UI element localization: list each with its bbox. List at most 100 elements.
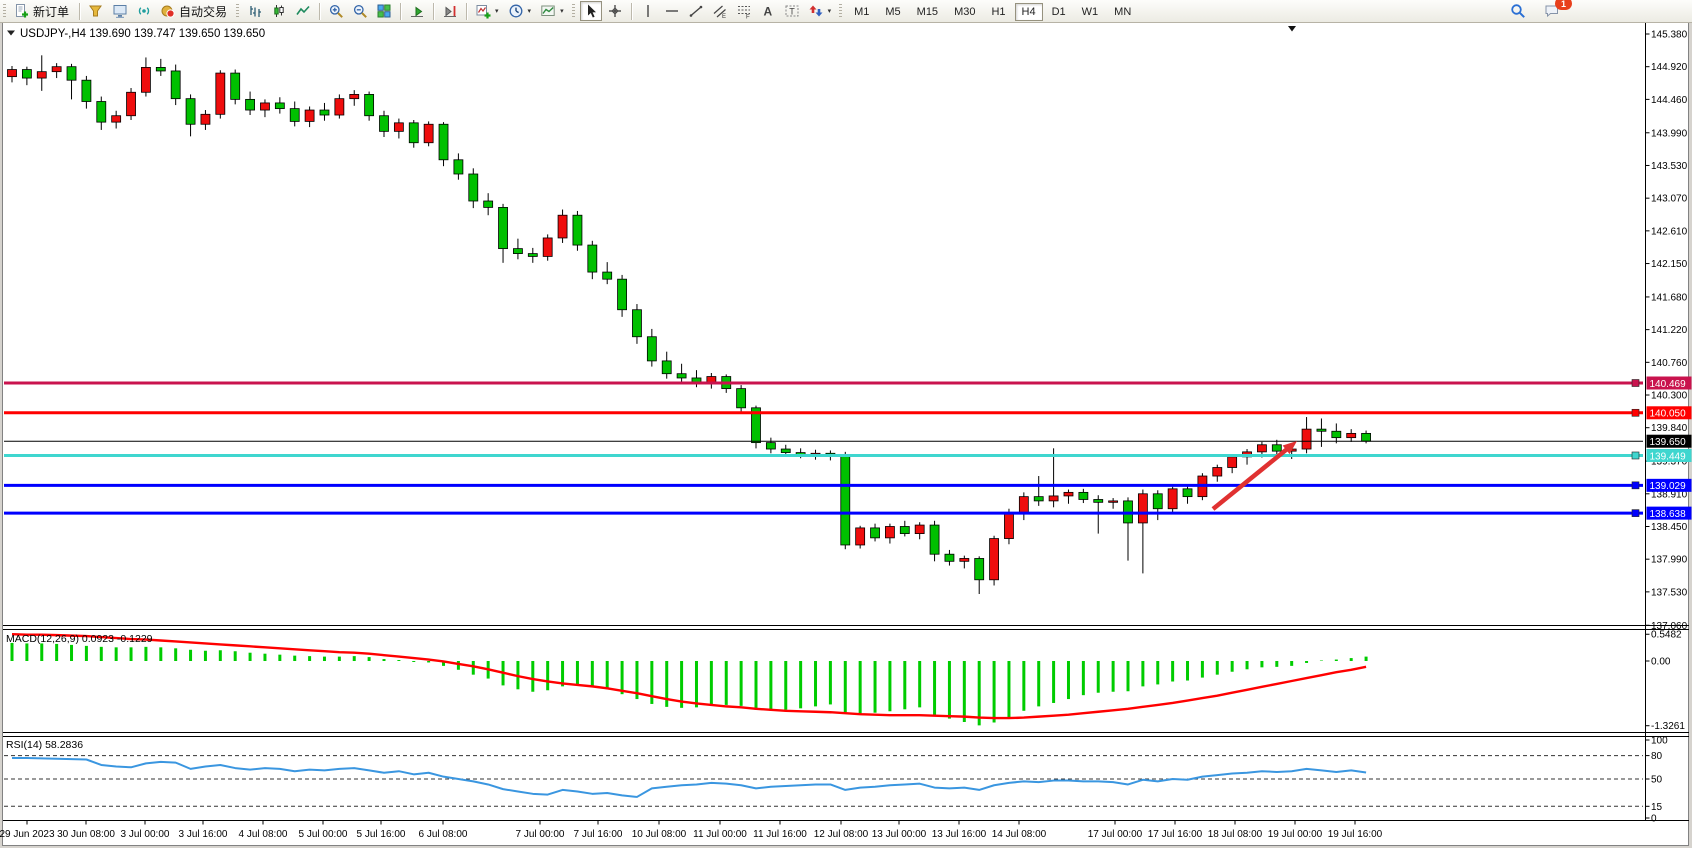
tab-timeframe-h1[interactable]: H1 — [984, 3, 1012, 21]
horizontal-line-tool-button[interactable] — [661, 1, 683, 21]
chevron-down-icon: ▾ — [495, 8, 499, 15]
signals-button[interactable] — [133, 1, 155, 21]
candle-body — [1257, 444, 1267, 453]
svg-text:137.060: 137.060 — [1651, 621, 1688, 632]
candle-body — [36, 71, 47, 79]
new-order-label: 新订单 — [33, 4, 70, 19]
toolbar-grip[interactable] — [236, 3, 240, 19]
candle-body — [141, 67, 151, 93]
svg-text:E: E — [722, 14, 726, 19]
svg-text:0.5482: 0.5482 — [1651, 630, 1682, 641]
candle-body — [468, 173, 479, 202]
text-tool-button[interactable]: A — [757, 1, 779, 21]
svg-text:6 Jul 08:00: 6 Jul 08:00 — [419, 829, 468, 840]
candle-body — [1093, 499, 1104, 503]
candle-body — [1316, 428, 1327, 432]
market-watch-button[interactable] — [109, 1, 131, 21]
templates-button[interactable]: ▾ — [537, 1, 568, 21]
tab-timeframe-m30[interactable]: M30 — [947, 3, 982, 21]
auto-scroll-icon — [409, 3, 425, 19]
svg-text:5 Jul 00:00: 5 Jul 00:00 — [299, 829, 348, 840]
chart-profile-button[interactable] — [85, 1, 107, 21]
line-chart-button[interactable] — [292, 1, 314, 21]
arrows-tool-button[interactable]: ▾ — [805, 1, 836, 21]
chart-shift-marker[interactable] — [1288, 26, 1296, 32]
candle-body — [349, 94, 360, 100]
candle-body — [483, 200, 494, 208]
cursor-tool-button[interactable] — [579, 1, 602, 21]
crosshair-tool-button[interactable] — [604, 1, 626, 21]
candle-body — [1271, 444, 1282, 452]
candle-body — [1063, 491, 1074, 497]
trendline-tool-button[interactable] — [685, 1, 707, 21]
svg-text:A: A — [763, 5, 772, 19]
chart-shift-button[interactable] — [439, 1, 461, 21]
candle-body — [498, 207, 508, 250]
candle-body — [736, 388, 747, 409]
svg-text:12 Jul 08:00: 12 Jul 08:00 — [814, 829, 869, 840]
horizontal-line-icon — [664, 3, 680, 19]
tile-windows-button[interactable] — [373, 1, 395, 21]
candle-body — [1346, 432, 1357, 439]
svg-text:100: 100 — [1651, 736, 1668, 747]
candle-body — [1182, 488, 1193, 498]
indicator-axes: 0.5482 0.00 -1.3261 100 80 50 150 — [1645, 630, 1685, 825]
toolbar-separator — [630, 2, 632, 20]
tab-timeframe-mn[interactable]: MN — [1107, 3, 1138, 21]
svg-text:19 Jul 00:00: 19 Jul 00:00 — [1268, 829, 1323, 840]
chart-title-text: USDJPY-,H4 139.690 139.747 139.650 139.6… — [20, 28, 265, 40]
text-label-tool-button[interactable]: T — [781, 1, 803, 21]
svg-text:142.610: 142.610 — [1651, 226, 1688, 237]
tab-timeframe-m15[interactable]: M15 — [910, 3, 945, 21]
vertical-line-tool-button[interactable] — [637, 1, 659, 21]
chart-window[interactable]: 145.380 144.920 144.460 143.990 143.530 143.0… — [0, 22, 1692, 848]
svg-text:11 Jul 16:00: 11 Jul 16:00 — [753, 829, 807, 840]
zoom-in-button[interactable] — [325, 1, 347, 21]
svg-text:138.450: 138.450 — [1651, 522, 1688, 533]
periods-button[interactable]: ▾ — [505, 1, 536, 21]
tab-timeframe-w1[interactable]: W1 — [1075, 3, 1106, 21]
candle-body — [632, 309, 642, 338]
bar-chart-button[interactable] — [244, 1, 266, 21]
svg-text:T: T — [789, 7, 795, 17]
svg-text:F: F — [746, 15, 750, 20]
candle-body — [602, 271, 613, 280]
toolbar-separator — [79, 2, 81, 20]
new-order-button[interactable]: 新订单 — [11, 1, 74, 21]
annotation-arrow[interactable] — [1211, 441, 1297, 511]
tab-timeframe-d1[interactable]: D1 — [1045, 3, 1073, 21]
autotrading-icon — [160, 3, 176, 19]
candle-body — [1018, 496, 1029, 514]
indicators-button[interactable]: ▾ — [472, 1, 503, 21]
svg-text:140.050: 140.050 — [1650, 409, 1687, 420]
search-button[interactable] — [1507, 1, 1529, 21]
zoom-out-button[interactable] — [349, 1, 371, 21]
indicators-icon — [475, 3, 491, 19]
candle-body — [765, 442, 776, 450]
svg-text:30 Jun 08:00: 30 Jun 08:00 — [57, 829, 115, 840]
channel-tool-button[interactable]: E — [709, 1, 731, 21]
candle-body — [1167, 488, 1178, 510]
chart-title-collapse-icon[interactable] — [7, 30, 15, 36]
tab-timeframe-m1[interactable]: M1 — [847, 3, 876, 21]
autotrading-button[interactable]: 自动交易 — [157, 1, 232, 21]
candlestick-chart-button[interactable] — [268, 1, 290, 21]
candle-body — [438, 123, 449, 161]
svg-text:139.650: 139.650 — [1650, 437, 1687, 448]
tab-timeframe-h4[interactable]: H4 — [1014, 2, 1043, 21]
auto-scroll-button[interactable] — [406, 1, 428, 21]
fibonacci-tool-button[interactable]: F — [733, 1, 755, 21]
toolbar-grip[interactable] — [571, 3, 575, 19]
toolbar-grip[interactable] — [3, 3, 6, 19]
price-chart[interactable]: 145.380 144.920 144.460 143.990 143.530 143.0… — [0, 22, 1692, 848]
tab-timeframe-m5[interactable]: M5 — [878, 3, 907, 21]
templates-icon — [540, 3, 556, 19]
candle-body — [959, 558, 970, 562]
svg-text:50: 50 — [1651, 775, 1663, 786]
time-axis: 29 Jun 2023 30 Jun 08:00 3 Jul 00:00 3 Jul … — [0, 820, 1383, 840]
svg-text:137.990: 137.990 — [1651, 555, 1688, 566]
svg-text:143.070: 143.070 — [1651, 194, 1688, 205]
toolbar-grip[interactable] — [839, 3, 843, 19]
autotrading-label: 自动交易 — [179, 4, 228, 19]
candle-body — [185, 98, 196, 125]
